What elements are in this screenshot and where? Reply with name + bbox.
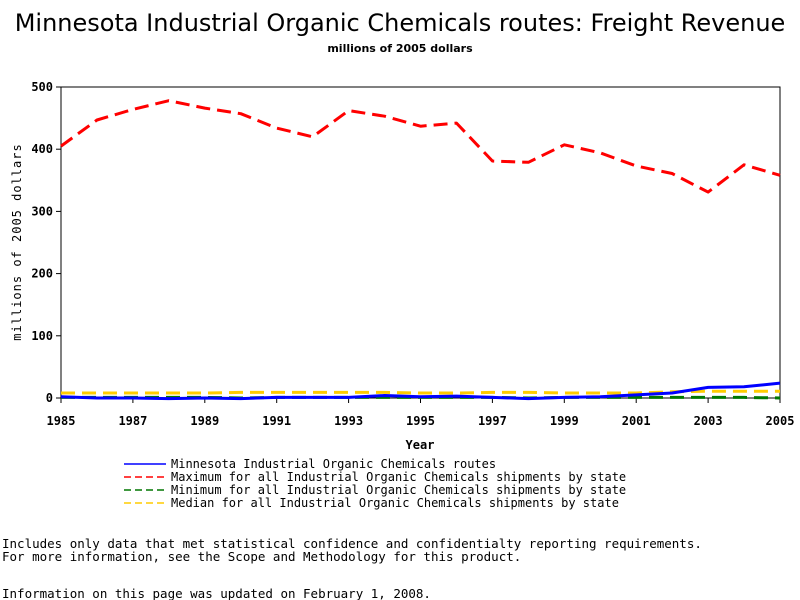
x-tick-label: 1999 <box>550 414 579 428</box>
legend: Minnesota Industrial Organic Chemicals r… <box>124 457 626 510</box>
x-tick-label: 2001 <box>622 414 651 428</box>
y-axis: 0 100 200 300 400 500 <box>31 80 61 405</box>
y-tick-label: 0 <box>46 391 53 405</box>
x-tick-label: 2003 <box>694 414 723 428</box>
updated-note: Information on this page was updated on … <box>2 586 431 600</box>
x-tick-label: 1985 <box>47 414 76 428</box>
x-tick-label: 1995 <box>406 414 435 428</box>
x-tick-label: 1993 <box>334 414 363 428</box>
footnote-line-1: Includes only data that met statistical … <box>2 536 702 551</box>
y-tick-label: 300 <box>31 204 53 218</box>
x-tick-label: 1997 <box>478 414 507 428</box>
footnote-line-2: For more information, see the Scope and … <box>2 549 521 564</box>
y-tick-label: 100 <box>31 329 53 343</box>
plot-frame <box>60 86 781 399</box>
series-line-maximum <box>60 99 781 194</box>
legend-label: Minimum for all Industrial Organic Chemi… <box>171 483 626 497</box>
x-tick-label: 2005 <box>766 414 795 428</box>
x-tick-label: 1987 <box>118 414 147 428</box>
x-axis: 1985 1987 1989 1991 1993 1995 1997 1999 2001 2003… <box>47 398 795 428</box>
legend-label: Median for all Industrial Organic Chemic… <box>171 496 619 510</box>
chart-title: Minnesota Industrial Organic Chemicals r… <box>15 9 786 37</box>
x-tick-label: 1991 <box>262 414 291 428</box>
x-tick-label: 1989 <box>190 414 219 428</box>
y-axis-label: millions of 2005 dollars <box>10 143 24 340</box>
legend-label: Minnesota Industrial Organic Chemicals r… <box>171 457 496 471</box>
chart-subtitle: millions of 2005 dollars <box>327 42 473 55</box>
y-tick-label: 500 <box>31 80 53 94</box>
legend-label: Maximum for all Industrial Organic Chemi… <box>171 470 626 484</box>
series-layer <box>60 99 781 401</box>
y-tick-label: 200 <box>31 267 53 281</box>
y-tick-label: 400 <box>31 142 53 156</box>
x-axis-label: Year <box>406 438 435 452</box>
series-line-routes <box>60 381 781 401</box>
